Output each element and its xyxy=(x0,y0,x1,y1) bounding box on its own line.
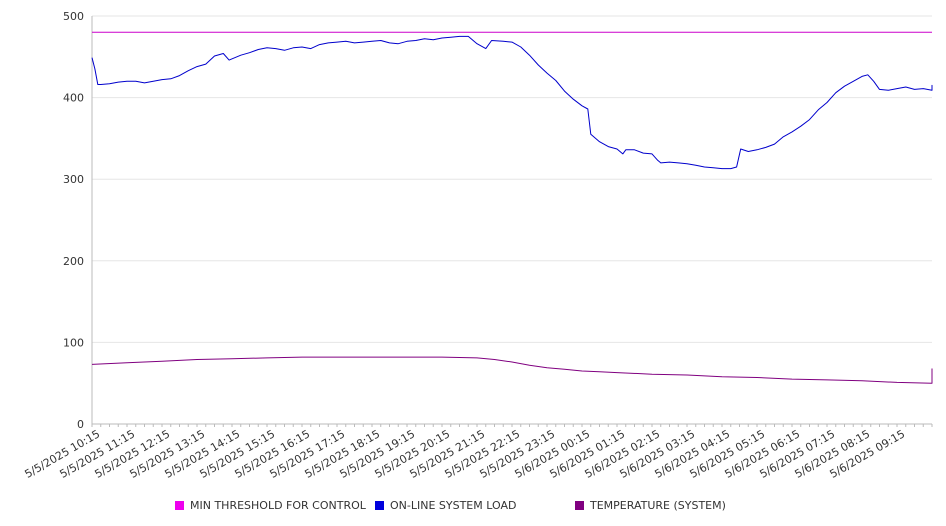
y-tick-label-0: 0 xyxy=(77,418,84,431)
legend-item-temperature: TEMPERATURE (SYSTEM) xyxy=(575,499,726,512)
series-line-temperature-system xyxy=(91,356,933,384)
y-tick-labels: 0 100 200 300 400 500 xyxy=(63,10,84,431)
axes xyxy=(91,16,933,427)
y-tick-label-300: 300 xyxy=(63,173,84,186)
legend-label-min-threshold: MIN THRESHOLD FOR CONTROL xyxy=(190,499,366,512)
legend-label-system-load: ON-LINE SYSTEM LOAD xyxy=(390,499,517,512)
legend-item-min-threshold: MIN THRESHOLD FOR CONTROL xyxy=(175,499,366,512)
grid-lines xyxy=(92,15,932,343)
legend-label-temperature: TEMPERATURE (SYSTEM) xyxy=(590,499,726,512)
series-line-on-line-system-load xyxy=(91,35,933,170)
legend-swatch-system-load xyxy=(375,501,384,510)
legend-item-system-load: ON-LINE SYSTEM LOAD xyxy=(375,499,516,512)
legend-swatch-min-threshold xyxy=(175,501,184,510)
y-tick-label-200: 200 xyxy=(63,255,84,268)
y-tick-label-500: 500 xyxy=(63,10,84,23)
x-tick-labels: 5/5/2025 10:155/5/2025 11:155/5/2025 12:… xyxy=(22,427,907,481)
chart-legend: MIN THRESHOLD FOR CONTROL ON-LINE SYSTEM… xyxy=(0,496,946,516)
legend-swatch-temperature xyxy=(575,501,584,510)
y-tick-label-100: 100 xyxy=(63,336,84,349)
y-tick-label-400: 400 xyxy=(63,92,84,105)
series-lines xyxy=(91,31,933,384)
